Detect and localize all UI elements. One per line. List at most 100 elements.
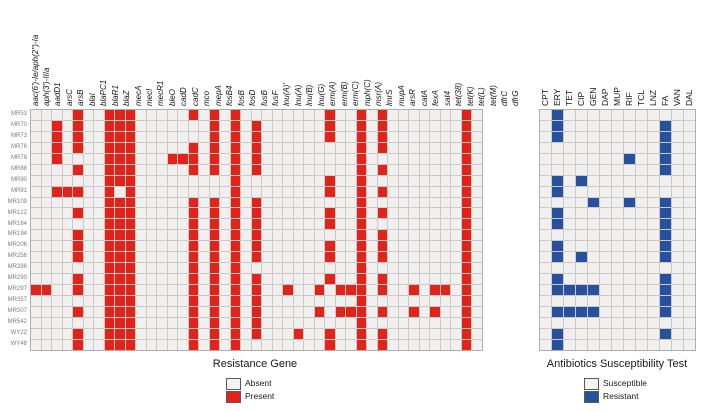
abx-cell — [672, 142, 683, 153]
gene-cell — [146, 263, 156, 274]
gene-cell — [83, 164, 93, 175]
gene-label: tet(38) — [454, 82, 464, 106]
gene-cell — [293, 197, 303, 208]
gene-cell — [419, 153, 429, 164]
gene-cell — [31, 197, 41, 208]
gene-cell — [52, 175, 62, 186]
abx-cell — [564, 110, 575, 120]
gene-cell — [430, 241, 440, 252]
abx-cell — [672, 328, 683, 339]
antibiotic-label: RIF — [624, 92, 634, 106]
gene-cell — [146, 252, 156, 263]
abx-cell — [624, 317, 635, 328]
gene-cell — [83, 142, 93, 153]
gene-cell — [125, 110, 135, 120]
abx-cell — [612, 208, 623, 219]
abx-cell — [588, 131, 599, 142]
gene-cell — [419, 197, 429, 208]
abx-cell — [576, 317, 587, 328]
gene-cell — [230, 164, 240, 175]
gene-cell — [377, 153, 387, 164]
gene-cell — [367, 252, 377, 263]
gene-cell — [136, 110, 146, 120]
abx-cell — [672, 295, 683, 306]
gene-cell — [293, 241, 303, 252]
gene-cell — [440, 274, 450, 284]
abx-cell — [540, 328, 551, 339]
legend-item-resistant: Resistant — [584, 390, 647, 403]
gene-cell — [178, 131, 188, 142]
gene-cell — [62, 164, 72, 175]
abx-cell — [648, 208, 659, 219]
gene-cell — [262, 295, 272, 306]
gene-cell — [199, 153, 209, 164]
gene-cell — [283, 295, 293, 306]
gene-cell — [73, 295, 83, 306]
gene-cell — [272, 328, 282, 339]
abx-cell — [672, 131, 683, 142]
abx-cell — [660, 219, 671, 230]
gene-cell — [136, 317, 146, 328]
gene-cell — [409, 241, 419, 252]
gene-label: fosB — [236, 89, 246, 106]
abx-cell — [588, 153, 599, 164]
abx-cell — [672, 230, 683, 241]
gene-cell — [146, 295, 156, 306]
antibiotic-label: LNZ — [648, 89, 658, 106]
gene-cell — [209, 263, 219, 274]
gene-cell — [251, 142, 261, 153]
gene-cell — [125, 295, 135, 306]
abx-cell — [624, 285, 635, 295]
gene-cell — [262, 186, 272, 197]
gene-cell — [283, 186, 293, 197]
gene-cell — [199, 339, 209, 350]
gene-cell — [325, 110, 335, 120]
abx-cell — [672, 252, 683, 263]
gene-cell — [241, 263, 251, 274]
gene-cell — [335, 208, 345, 219]
gene-cell — [52, 263, 62, 274]
gene-cell — [41, 164, 51, 175]
gene-cell — [125, 230, 135, 241]
gene-cell — [94, 339, 104, 350]
gene-cell — [230, 317, 240, 328]
gene-cell — [325, 306, 335, 317]
abx-cell — [636, 252, 647, 263]
gene-cell — [230, 306, 240, 317]
gene-cell — [251, 131, 261, 142]
strain-label: MR78 — [10, 154, 27, 161]
gene-cell — [272, 153, 282, 164]
gene-cell — [335, 263, 345, 274]
gene-cell — [272, 230, 282, 241]
abx-cell — [588, 230, 599, 241]
abx-cell — [552, 241, 563, 252]
legend-item-absent: Absent — [226, 377, 274, 390]
gene-cell — [220, 197, 230, 208]
gene-cell — [461, 208, 471, 219]
gene-cell — [325, 175, 335, 186]
gene-cell — [304, 197, 314, 208]
abx-cell — [672, 208, 683, 219]
gene-cell — [73, 175, 83, 186]
gene-cell — [94, 219, 104, 230]
gene-cell — [241, 197, 251, 208]
gene-cell — [146, 274, 156, 284]
gene-cell — [220, 142, 230, 153]
gene-cell — [314, 131, 324, 142]
gene-cell — [283, 142, 293, 153]
gene-cell — [430, 263, 440, 274]
abx-cell — [660, 252, 671, 263]
gene-cell — [220, 153, 230, 164]
abx-cell — [660, 120, 671, 131]
gene-cell — [41, 241, 51, 252]
gene-cell — [262, 175, 272, 186]
gene-cell — [199, 328, 209, 339]
abx-cell — [624, 120, 635, 131]
gene-cell — [220, 295, 230, 306]
gene-cell — [377, 252, 387, 263]
gene-cell — [451, 175, 461, 186]
gene-cell — [388, 274, 398, 284]
gene-cell — [94, 153, 104, 164]
gene-cell — [73, 285, 83, 295]
abx-cell — [552, 263, 563, 274]
